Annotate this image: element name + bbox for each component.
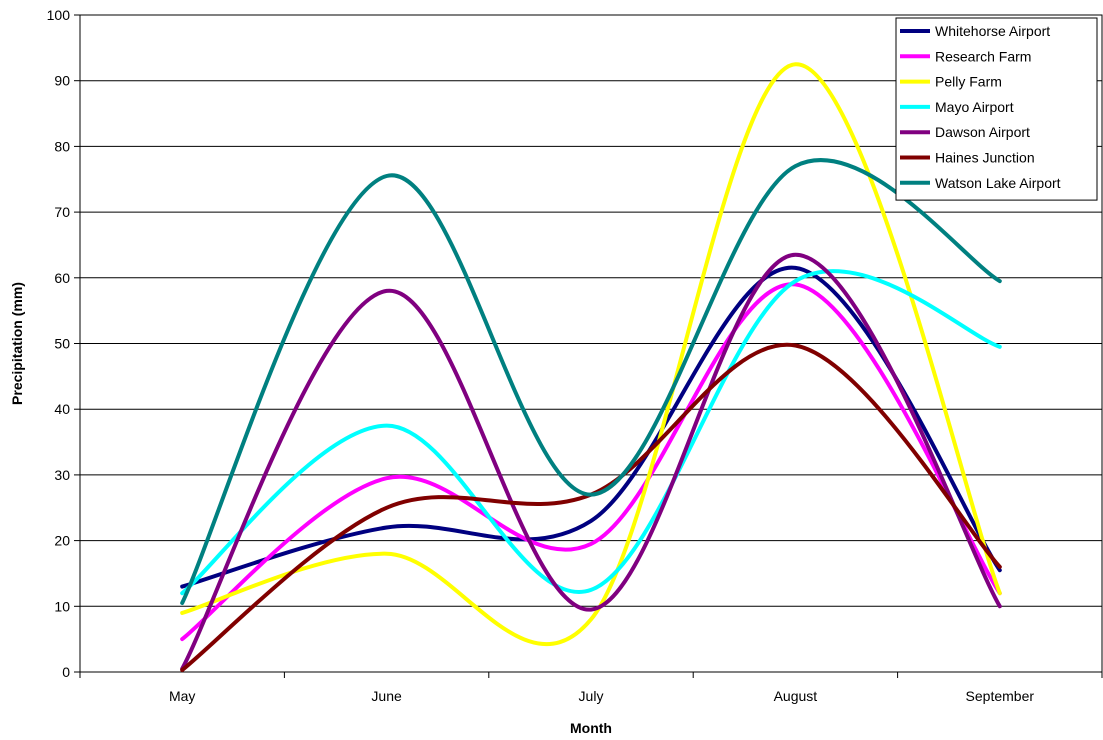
x-tick-label: June bbox=[371, 688, 402, 704]
y-tick-label: 40 bbox=[54, 401, 70, 417]
series-line-pelly-farm bbox=[180, 62, 1002, 647]
y-tick-label: 30 bbox=[54, 467, 70, 483]
series-line-watson-lake-airport bbox=[180, 158, 1002, 605]
y-tick-label: 80 bbox=[54, 138, 70, 154]
series-line-research-farm bbox=[180, 282, 1002, 642]
legend-label-whitehorse-airport: Whitehorse Airport bbox=[935, 23, 1050, 39]
series-lines bbox=[180, 62, 1002, 672]
y-tick-label: 100 bbox=[47, 7, 71, 23]
y-tick-label: 90 bbox=[54, 73, 70, 89]
legend-label-watson-lake-airport: Watson Lake Airport bbox=[935, 175, 1061, 191]
series-line-whitehorse-airport bbox=[180, 265, 1002, 589]
x-tick-label: August bbox=[774, 688, 818, 704]
y-axis: 0 10 20 30 40 50 60 70 80 90 100 bbox=[47, 7, 80, 680]
y-tick-label: 50 bbox=[54, 336, 70, 352]
x-axis-title: Month bbox=[570, 720, 612, 736]
legend: Whitehorse Airport Research Farm Pelly Far… bbox=[895, 17, 1098, 201]
y-tick-label: 10 bbox=[54, 598, 70, 614]
legend-box bbox=[895, 17, 1098, 201]
legend-label-research-farm: Research Farm bbox=[935, 48, 1031, 64]
y-axis-title: Precipitation (mm) bbox=[9, 282, 25, 405]
y-tick-label: 70 bbox=[54, 204, 70, 220]
series-line-mayo-airport bbox=[180, 269, 1002, 596]
y-tick-label: 60 bbox=[54, 270, 70, 286]
x-axis: May June July August September bbox=[79, 672, 1103, 704]
series-line-dawson-airport bbox=[180, 252, 1002, 671]
x-tick-label: September bbox=[966, 688, 1035, 704]
legend-label-mayo-airport: Mayo Airport bbox=[935, 99, 1014, 115]
legend-label-pelly-farm: Pelly Farm bbox=[935, 74, 1002, 90]
x-tick-label: July bbox=[579, 688, 604, 704]
x-tick-label: May bbox=[169, 688, 195, 704]
legend-label-haines-junction: Haines Junction bbox=[935, 150, 1035, 166]
legend-label-dawson-airport: Dawson Airport bbox=[935, 124, 1030, 140]
y-tick-label: 0 bbox=[62, 664, 70, 680]
y-tick-label: 20 bbox=[54, 533, 70, 549]
